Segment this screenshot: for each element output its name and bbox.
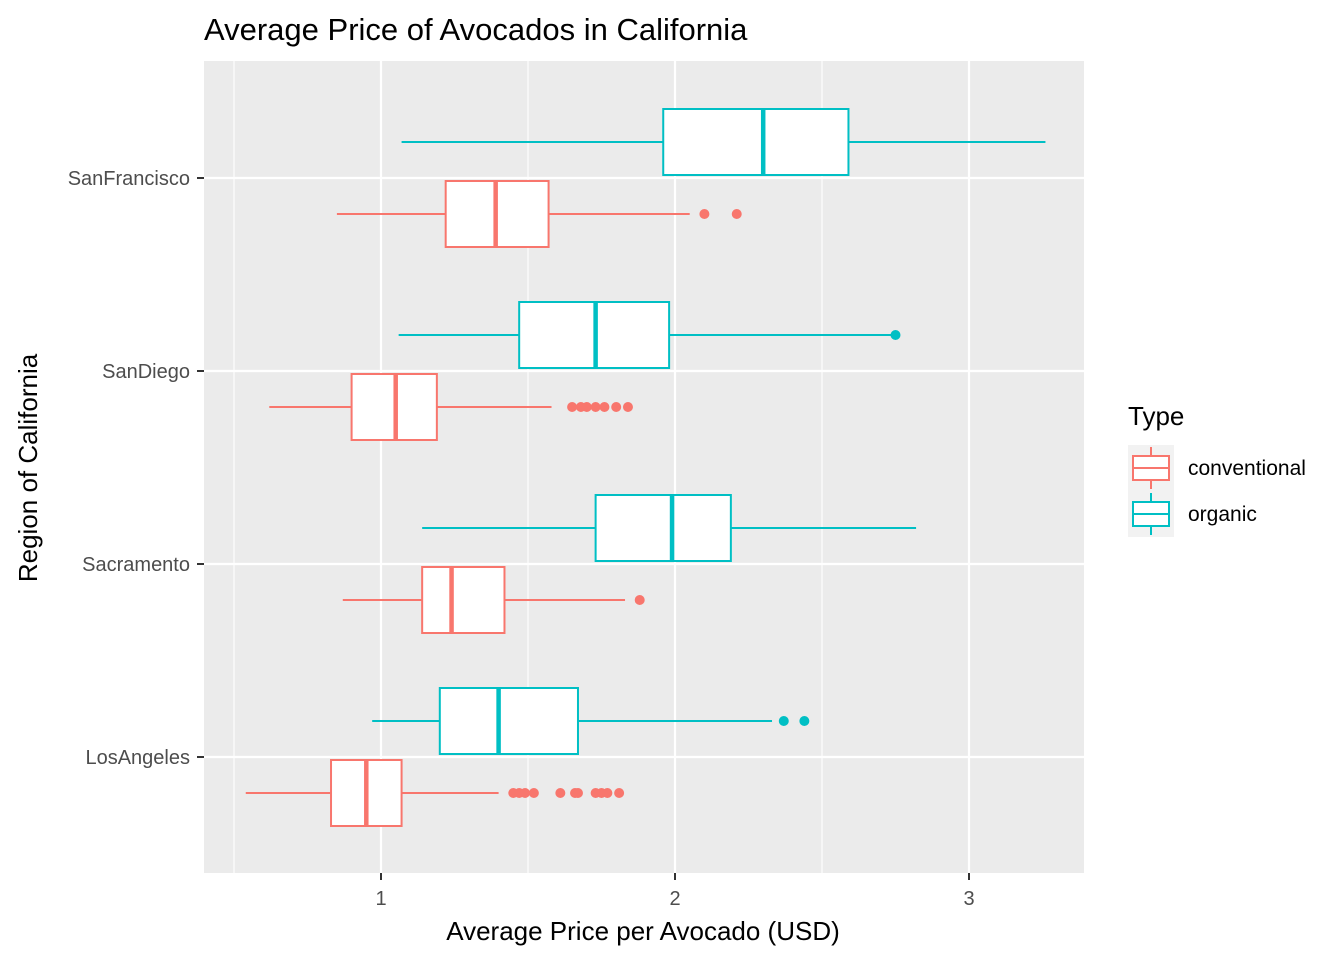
box-organic-LosAngeles xyxy=(372,687,810,755)
box-conventional-LosAngeles xyxy=(245,759,625,827)
box-plots xyxy=(245,108,1046,827)
y-tick-label: LosAngeles xyxy=(85,747,190,769)
outlier-point xyxy=(520,788,531,798)
iqr-box xyxy=(421,566,506,634)
chart-title: Average Price of Avocados in California xyxy=(204,12,748,47)
series-conventional xyxy=(245,180,742,827)
box-conventional-SanFrancisco xyxy=(336,180,742,248)
outlier-point xyxy=(599,402,610,412)
x-tick-label: 2 xyxy=(669,888,680,910)
box-conventional-SanDiego xyxy=(269,373,633,441)
legend-item-organic: organic xyxy=(1128,491,1257,537)
outlier-point xyxy=(572,788,583,798)
x-tick-label: 3 xyxy=(963,888,974,910)
plot-panel xyxy=(204,61,1084,873)
outlier-point xyxy=(699,209,710,219)
box-organic-SanDiego xyxy=(398,301,901,369)
legend-label: conventional xyxy=(1188,457,1306,480)
outlier-point xyxy=(602,788,613,798)
y-tick-label: SanFrancisco xyxy=(68,168,190,190)
grid-lines xyxy=(204,61,1084,873)
legend: Type conventional organic xyxy=(1128,401,1306,537)
outlier-point xyxy=(555,788,566,798)
x-tick-label: 1 xyxy=(375,888,386,910)
iqr-box xyxy=(594,494,732,562)
y-axis-title: Region of California xyxy=(13,353,43,582)
legend-item-conventional: conventional xyxy=(1128,445,1306,491)
legend-label: organic xyxy=(1188,503,1257,526)
outlier-point xyxy=(622,402,633,412)
outlier-point xyxy=(634,595,645,605)
box-organic-Sacramento xyxy=(422,494,917,562)
y-tick-label: Sacramento xyxy=(82,554,190,576)
iqr-box xyxy=(438,687,579,755)
y-tick-label: SanDiego xyxy=(102,361,190,383)
outlier-point xyxy=(567,402,578,412)
legend-title: Type xyxy=(1128,401,1184,431)
outlier-point xyxy=(778,716,789,726)
outlier-point xyxy=(890,330,901,340)
axes: 1 2 3 LosAngeles Sacramento SanDiego SanFranci… xyxy=(68,168,975,910)
outlier-point xyxy=(614,788,625,798)
iqr-box xyxy=(662,108,850,176)
outlier-point xyxy=(590,402,601,412)
outlier-point xyxy=(611,402,622,412)
outlier-point xyxy=(799,716,810,726)
series-organic xyxy=(372,108,1046,755)
box-conventional-Sacramento xyxy=(342,566,645,634)
box-organic-SanFrancisco xyxy=(401,108,1046,176)
x-axis-title: Average Price per Avocado (USD) xyxy=(446,916,840,946)
outlier-point xyxy=(528,788,539,798)
outlier-point xyxy=(581,402,592,412)
outlier-point xyxy=(731,209,742,219)
